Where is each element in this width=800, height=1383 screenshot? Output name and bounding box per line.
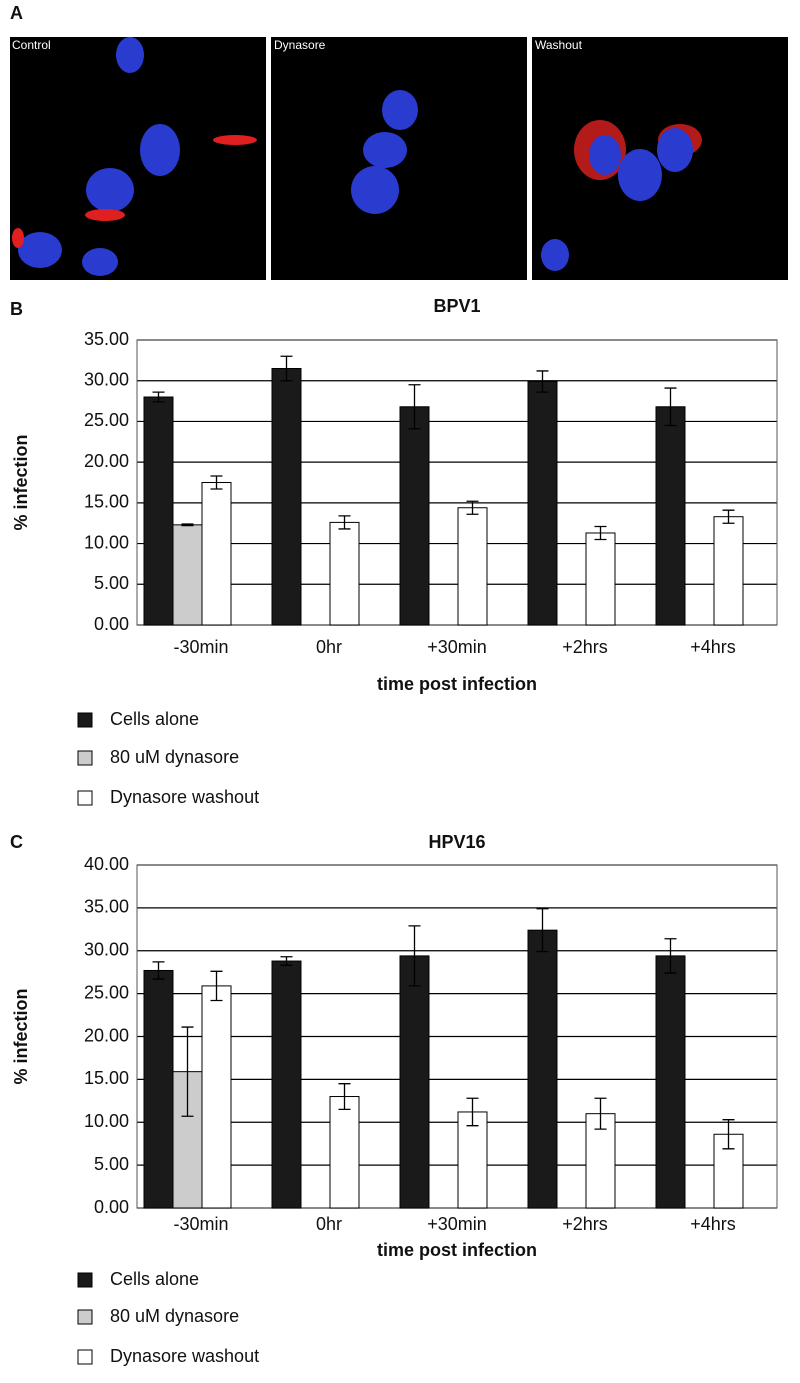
- plot-frame: [136, 339, 778, 626]
- bar: [271, 368, 302, 626]
- error-bar: [280, 956, 293, 966]
- bar: [143, 969, 174, 1209]
- legend-swatch: [77, 1309, 93, 1325]
- error-bar: [466, 1097, 479, 1127]
- error-bar: [594, 1097, 607, 1130]
- legend-swatch: [77, 712, 93, 728]
- legend-label: Dynasore washout: [110, 1346, 259, 1366]
- error-bar: [280, 355, 293, 382]
- y-tick-label: 0.00: [94, 1197, 129, 1217]
- x-tick-label: +4hrs: [690, 637, 736, 657]
- bar: [457, 507, 488, 626]
- y-tick-label: 40.00: [84, 854, 129, 874]
- x-tick-label: 0hr: [316, 637, 342, 657]
- error-bar: [152, 961, 165, 980]
- bar: [457, 1111, 488, 1209]
- micrograph: Dynasore: [271, 37, 527, 280]
- bar: [585, 532, 616, 626]
- bar: [527, 381, 558, 626]
- x-tick-label: +30min: [427, 1214, 487, 1234]
- x-axis-label: time post infection: [377, 674, 537, 694]
- panel-label: A: [10, 3, 23, 23]
- image-label: Washout: [535, 38, 583, 52]
- bar: [329, 521, 360, 626]
- bar: [399, 955, 430, 1209]
- chart-title: HPV16: [428, 832, 485, 852]
- bar: [201, 482, 232, 626]
- bar: [271, 960, 302, 1209]
- legend-label: Cells alone: [110, 1269, 199, 1289]
- y-tick-label: 25.00: [84, 410, 129, 430]
- y-tick-label: 5.00: [94, 1154, 129, 1174]
- y-tick-label: 10.00: [84, 1111, 129, 1131]
- error-bar: [536, 370, 549, 393]
- error-bar: [722, 1119, 735, 1150]
- legend-label: Cells alone: [110, 709, 199, 729]
- panel-label: B: [10, 299, 23, 319]
- y-tick-label: 15.00: [84, 1068, 129, 1088]
- x-tick-label: +2hrs: [562, 637, 608, 657]
- x-tick-label: +30min: [427, 637, 487, 657]
- x-tick-label: -30min: [173, 1214, 228, 1234]
- y-tick-label: 15.00: [84, 492, 129, 512]
- bar: [172, 524, 203, 626]
- error-bar: [664, 387, 677, 427]
- error-bar: [722, 509, 735, 524]
- error-bar: [664, 938, 677, 974]
- y-tick-label: 10.00: [84, 532, 129, 552]
- y-axis-label: % infection: [11, 988, 31, 1084]
- error-bar: [536, 908, 549, 953]
- y-tick-label: 0.00: [94, 614, 129, 634]
- legend-label: Dynasore washout: [110, 787, 259, 807]
- legend-swatch: [77, 790, 93, 806]
- micrograph: Washout: [532, 37, 788, 280]
- image-label: Control: [12, 38, 51, 52]
- micrograph: Control: [10, 37, 266, 280]
- bar: [713, 516, 744, 626]
- y-axis-label: % infection: [11, 434, 31, 530]
- x-tick-label: +4hrs: [690, 1214, 736, 1234]
- bar: [527, 929, 558, 1209]
- error-bar: [408, 384, 421, 430]
- error-bar: [466, 500, 479, 515]
- y-tick-label: 20.00: [84, 451, 129, 471]
- legend-swatch: [77, 1272, 93, 1288]
- error-bar: [181, 1026, 194, 1117]
- y-tick-label: 35.00: [84, 329, 129, 349]
- error-bar: [181, 523, 194, 527]
- error-bar: [210, 970, 223, 1002]
- bar: [329, 1096, 360, 1209]
- x-tick-label: +2hrs: [562, 1214, 608, 1234]
- legend-label: 80 uM dynasore: [110, 1306, 239, 1326]
- y-tick-label: 20.00: [84, 1025, 129, 1045]
- error-bar: [594, 525, 607, 541]
- y-tick-label: 25.00: [84, 982, 129, 1002]
- plot-frame: [136, 864, 778, 1209]
- y-tick-label: 30.00: [84, 940, 129, 960]
- x-tick-label: 0hr: [316, 1214, 342, 1234]
- x-axis-label: time post infection: [377, 1240, 537, 1260]
- y-tick-label: 5.00: [94, 573, 129, 593]
- y-tick-label: 35.00: [84, 897, 129, 917]
- chart-title: BPV1: [433, 296, 480, 316]
- x-tick-label: -30min: [173, 637, 228, 657]
- legend-swatch: [77, 750, 93, 766]
- bar: [201, 985, 232, 1209]
- error-bar: [338, 515, 351, 530]
- legend-swatch: [77, 1349, 93, 1365]
- bar: [655, 955, 686, 1209]
- error-bar: [408, 925, 421, 987]
- image-label: Dynasore: [274, 38, 326, 52]
- bar: [655, 406, 686, 626]
- error-bar: [210, 475, 223, 490]
- bar: [143, 396, 174, 626]
- y-tick-label: 30.00: [84, 369, 129, 389]
- error-bar: [152, 391, 165, 403]
- legend-label: 80 uM dynasore: [110, 747, 239, 767]
- bar: [399, 406, 430, 626]
- error-bar: [338, 1083, 351, 1111]
- panel-label: C: [10, 832, 23, 852]
